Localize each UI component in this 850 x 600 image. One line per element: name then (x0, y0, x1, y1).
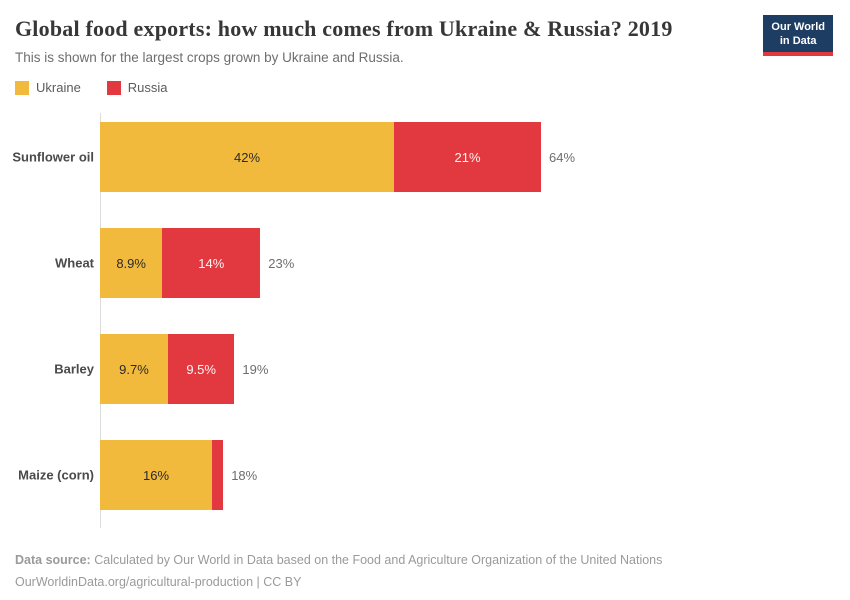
logo-line2: in Data (779, 35, 817, 48)
bar-segment-russia[interactable]: 14% (162, 228, 261, 299)
bar-rows: Sunflower oil 42% 21% 64% Wheat 8.9% 14% 23% Bar… (12, 122, 850, 511)
value-label: 14% (198, 255, 225, 271)
legend-label: Ukraine (36, 80, 81, 96)
bar-row: Maize (corn) 16% 18% (18, 440, 850, 511)
category-label: Maize (corn) (18, 467, 94, 483)
value-label: 9.5% (186, 361, 216, 377)
data-source-text: Calculated by Our World in Data based on… (94, 553, 663, 568)
bar-segment-russia[interactable] (212, 440, 224, 511)
bar-chart: Sunflower oil 42% 21% 64% Wheat 8.9% 14% 23% Bar… (12, 113, 850, 529)
legend-label: Russia (127, 80, 168, 96)
ukraine-swatch-icon (15, 80, 29, 95)
bar-segment-russia[interactable]: 9.5% (167, 334, 235, 405)
value-label: 21% (454, 149, 481, 165)
owid-logo[interactable]: Our World in Data (763, 15, 833, 56)
stacked-bar: 42% 21% 64% (100, 122, 850, 193)
bar-segment-ukraine[interactable]: 9.7% (100, 334, 168, 405)
russia-swatch-icon (106, 80, 121, 95)
stacked-bar: 16% 18% (100, 440, 850, 511)
category-label: Barley (54, 361, 94, 377)
value-label: 9.7% (119, 361, 149, 377)
page-title: Global food exports: how much comes from… (15, 16, 673, 41)
value-label: 42% (233, 149, 261, 165)
footer-citation: OurWorldinData.org/agricultural-producti… (15, 574, 302, 589)
logo-line1: Our World (771, 21, 825, 33)
total-label: 18% (231, 467, 258, 483)
y-axis-line (100, 113, 101, 529)
category-label: Wheat (55, 255, 94, 271)
legend-item-russia[interactable]: Russia (106, 80, 168, 96)
bar-row: Barley 9.7% 9.5% 19% (54, 334, 850, 405)
footer: Data source: Calculated by Our World in … (15, 550, 835, 593)
legend-item-ukraine[interactable]: Ukraine (15, 80, 81, 95)
stacked-bar: 9.7% 9.5% 19% (100, 334, 850, 405)
bar-segment-ukraine[interactable]: 8.9% (100, 228, 163, 299)
total-label: 23% (268, 255, 295, 271)
total-label: 19% (242, 361, 269, 377)
data-source-line: Data source: Calculated by Our World in … (15, 550, 835, 571)
stacked-bar: 8.9% 14% 23% (100, 228, 850, 299)
bar-segment-ukraine[interactable]: 16% (100, 440, 212, 511)
bar-segment-ukraine[interactable]: 42% (100, 122, 394, 193)
bar-row: Wheat 8.9% 14% 23% (55, 228, 850, 299)
legend: Ukraine Russia (15, 80, 850, 95)
page-subtitle: This is shown for the largest crops grow… (15, 50, 404, 66)
category-label: Sunflower oil (12, 149, 94, 165)
data-source-label: Data source: (15, 553, 91, 568)
total-label: 64% (549, 149, 576, 165)
value-label: 16% (142, 467, 170, 483)
bar-segment-russia[interactable]: 21% (394, 122, 541, 193)
value-label: 8.9% (116, 255, 146, 271)
bar-row: Sunflower oil 42% 21% 64% (12, 122, 850, 193)
